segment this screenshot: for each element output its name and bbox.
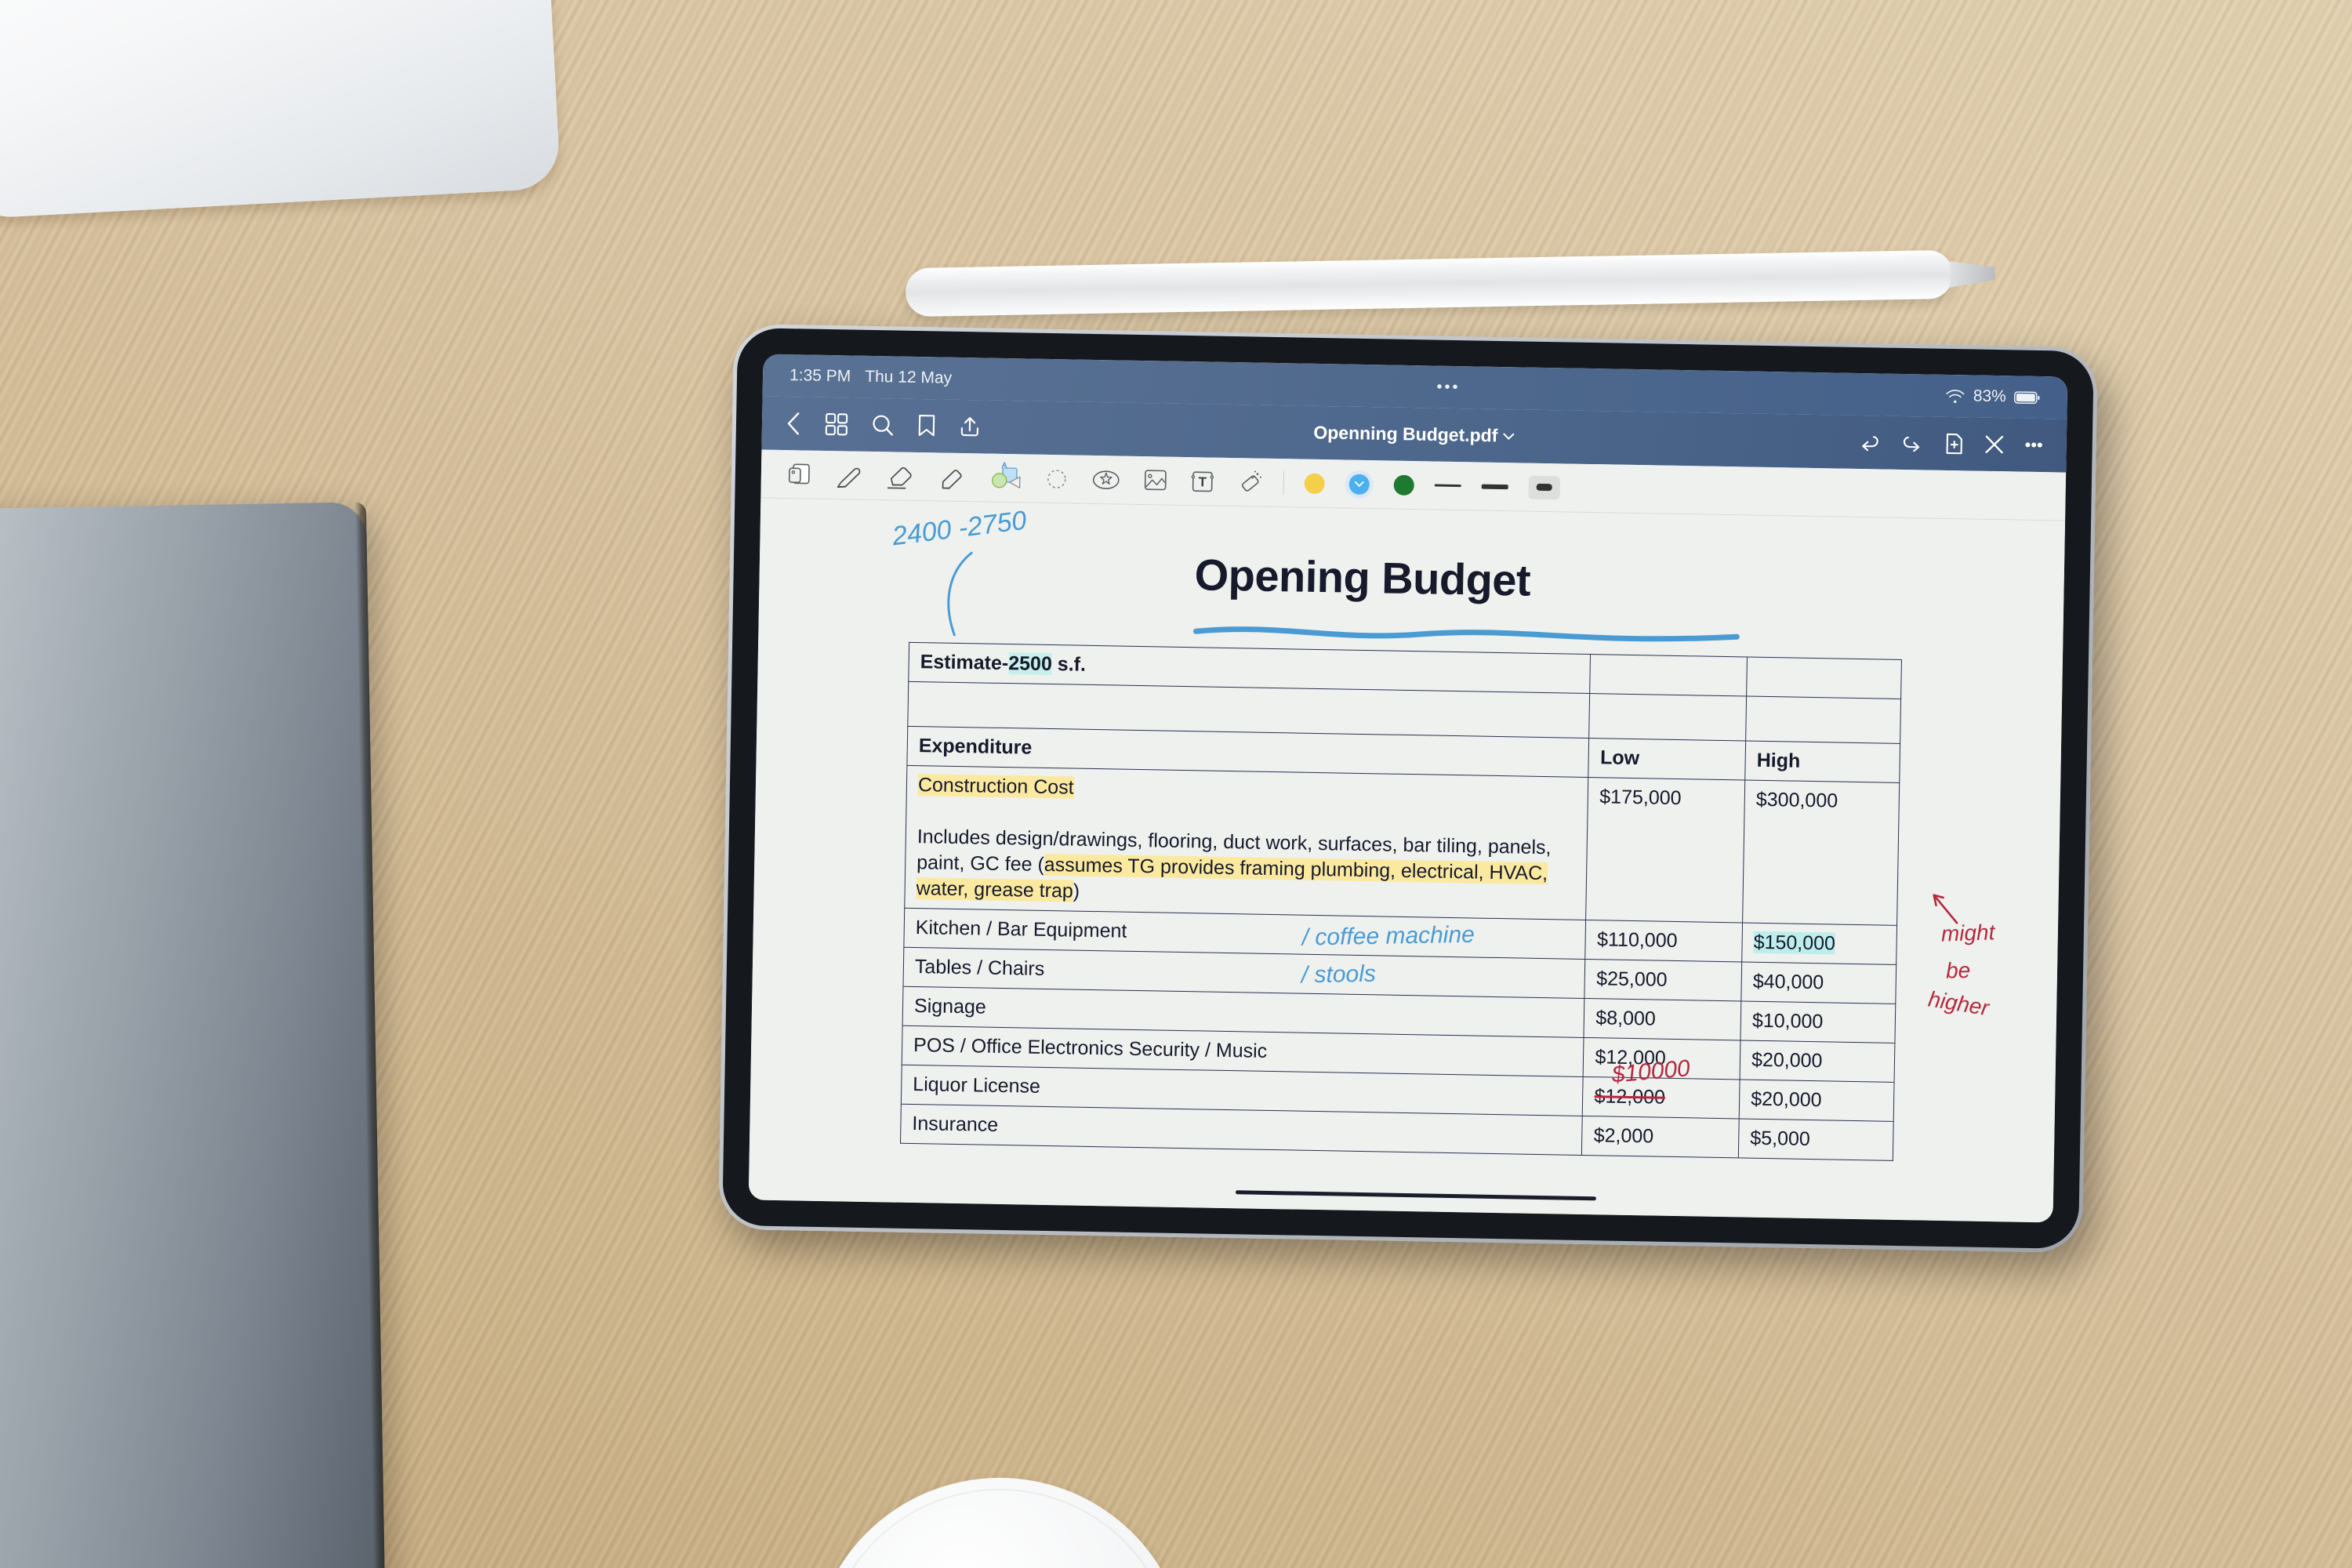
svg-text:T: T xyxy=(1198,474,1207,489)
